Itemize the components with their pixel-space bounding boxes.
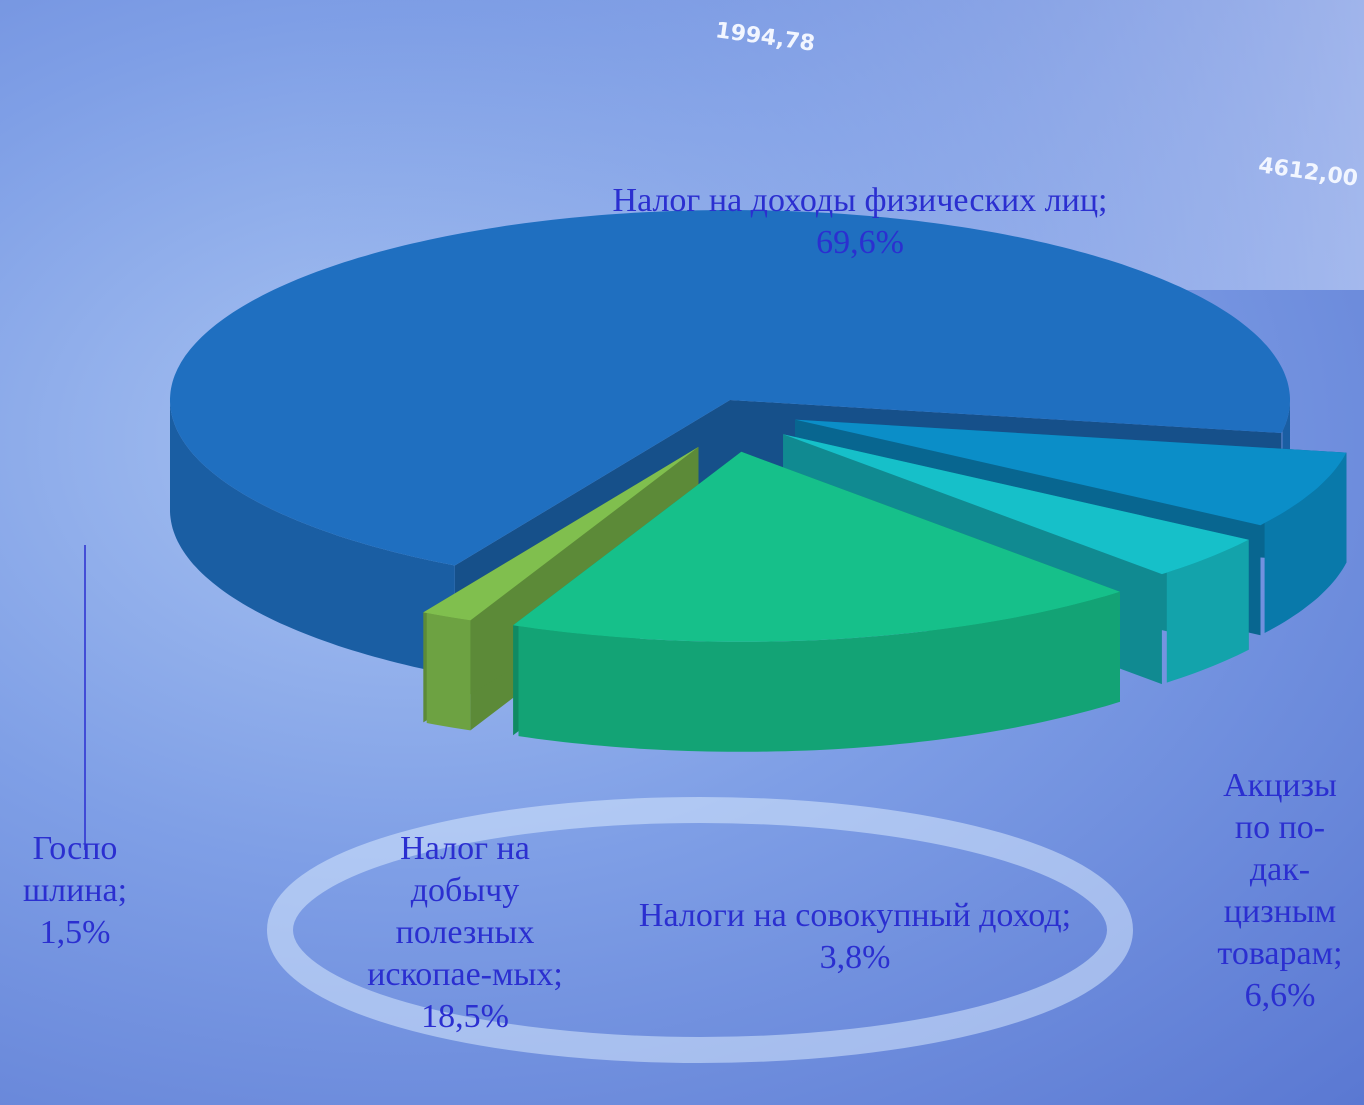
slice-label: Налоги на совокупный доход; 3,8% (555, 895, 1155, 979)
slice (170, 210, 1290, 566)
value-label: 69,6% (816, 224, 904, 261)
slice (783, 434, 1249, 575)
slice-wall (1166, 539, 1249, 683)
slice-side (423, 446, 699, 723)
value-label: 18,5% (421, 998, 509, 1035)
slice-label: Акцизы по по-дак-цизным товарам; 6,6% (1205, 765, 1355, 1017)
category-label: Налог на добычу полезных ископае-мых; (367, 830, 563, 993)
slice (423, 446, 699, 621)
background-decor (267, 797, 1133, 1063)
slice-label: Налог на доходы физических лиц; 69,6% (510, 180, 1210, 264)
value-label: 1,5% (39, 914, 111, 951)
slice-wall (170, 398, 455, 676)
slice-wall (426, 613, 471, 731)
category-label: Акцизы по по-дак-цизным товарам; (1217, 767, 1343, 972)
slice-label: Госпо шлина; 1,5% (5, 828, 145, 954)
category-label: Налоги на совокупный доход; (638, 897, 1072, 934)
slice (795, 419, 1347, 526)
slice-wall (1264, 452, 1347, 633)
slice-label: Налог на добычу полезных ископае-мых; 18,… (365, 828, 565, 1038)
slice-wall (518, 591, 1120, 752)
value-label: 6,6% (1244, 977, 1316, 1014)
category-label: Госпо шлина; (22, 830, 128, 909)
category-label: Налог на доходы физических лиц; (612, 182, 1108, 219)
slice (513, 451, 1120, 642)
value-label: 3,8% (819, 939, 891, 976)
